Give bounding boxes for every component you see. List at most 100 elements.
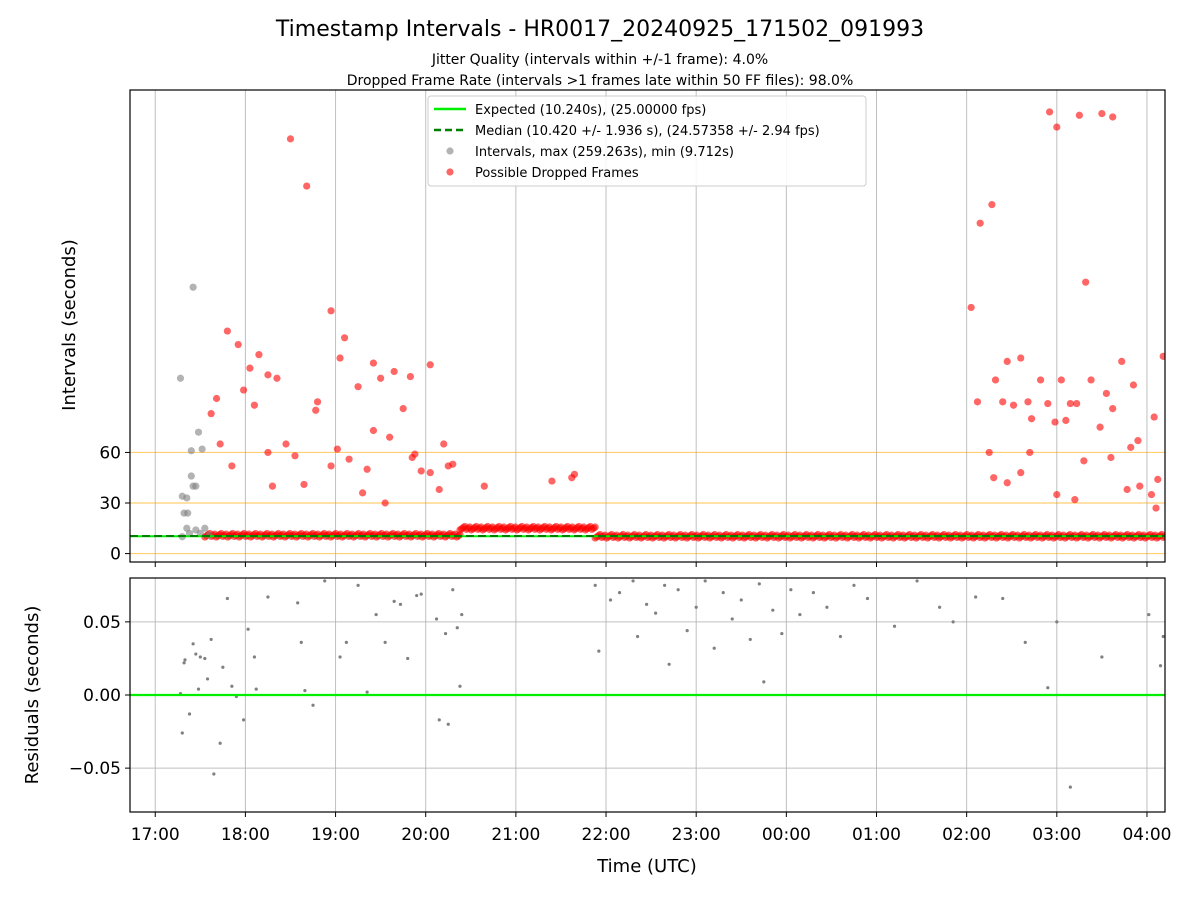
residual-point: [938, 605, 942, 609]
dropped-frame-point: [973, 398, 982, 406]
dropped-frame-point: [336, 354, 344, 362]
residual-point: [191, 642, 195, 646]
dropped-frame-point: [363, 465, 371, 473]
dropped-frame-point: [303, 182, 311, 190]
residual-point: [392, 599, 396, 604]
dropped-frame-point: [1109, 113, 1117, 121]
dropped-frame-point: [354, 383, 362, 391]
chart-title: Timestamp Intervals - HR0017_20240925_17…: [275, 17, 924, 42]
dropped-frame-point: [1024, 398, 1032, 406]
residual-point: [415, 593, 419, 598]
residual-point: [344, 640, 348, 644]
interval-point: [183, 524, 191, 532]
residual-point: [1055, 620, 1059, 624]
interval-point: [183, 494, 191, 502]
residual-point: [663, 583, 667, 587]
x-tick-label: 00:00: [762, 825, 811, 845]
dropped-frame-point: [999, 398, 1007, 406]
residual-point: [685, 629, 689, 633]
interval-point: [184, 509, 192, 517]
residual-point: [254, 687, 258, 691]
residual-point: [654, 611, 658, 615]
legend-label: Expected (10.240s), (25.00000 fps): [475, 103, 706, 118]
interval-point: [176, 374, 185, 382]
residual-point: [974, 595, 978, 599]
interval-point: [194, 428, 203, 436]
dropped-frame-point: [1102, 389, 1110, 398]
legend-label: Median (10.420 +/- 1.936 s), (24.57358 +…: [475, 124, 820, 139]
residual-point: [892, 624, 897, 628]
dropped-frame-point: [327, 307, 335, 315]
dropped-frame-point: [1127, 443, 1135, 451]
dropped-frame-point: [313, 398, 322, 406]
intervals-axes-frame: [129, 89, 1166, 563]
dropped-frame-point: [1003, 479, 1011, 487]
x-tick-label: 21:00: [491, 825, 540, 845]
residual-point: [789, 588, 793, 592]
dropped-frame-point: [1062, 416, 1070, 424]
dropped-frame-point: [369, 426, 378, 435]
dropped-frame-point: [1150, 413, 1158, 421]
dropped-frame-point: [1129, 381, 1138, 389]
dropped-frame-point: [1053, 123, 1061, 131]
residual-point: [356, 583, 360, 587]
residual-point: [221, 665, 225, 669]
dropped-frame-point: [291, 452, 299, 460]
intervals-panel: 0 30 60 Expected (10.240s), (25.00000 fps) M…: [99, 89, 1166, 567]
dropped-frame-point: [1107, 453, 1115, 462]
dropped-frame-point: [1082, 278, 1090, 286]
residual-point: [296, 601, 300, 605]
residual-point: [915, 579, 919, 583]
dropped-frame-point: [449, 460, 457, 468]
dropped-frame-point: [207, 410, 215, 418]
interval-point: [189, 283, 197, 291]
dropped-frame-point: [1134, 437, 1142, 445]
residual-point: [865, 596, 870, 601]
residual-point: [811, 591, 815, 595]
residual-point: [762, 680, 766, 684]
residual-point: [209, 637, 213, 642]
dropped-frame-point: [1152, 504, 1160, 512]
residual-point: [182, 661, 186, 665]
dropped-frame-point: [345, 455, 353, 463]
residual-point: [597, 649, 601, 653]
dropped-frame-point: [1073, 399, 1081, 408]
dropped-frame-point: [340, 334, 349, 342]
residual-point: [194, 652, 198, 656]
dropped-frame-point: [406, 372, 414, 381]
residual-point: [460, 612, 464, 617]
legend-label: Possible Dropped Frames: [475, 166, 639, 181]
residual-point: [1068, 785, 1072, 789]
residual-point: [631, 579, 635, 583]
residual-point: [212, 772, 216, 776]
residual-point: [780, 631, 784, 636]
dropped-frame-point: [1044, 399, 1052, 408]
dropped-frame-point: [548, 477, 556, 485]
residual-point: [951, 620, 955, 624]
dropped-frame-point: [426, 469, 434, 477]
dropped-frame-point: [1154, 475, 1162, 483]
dropped-frame-point: [408, 453, 416, 462]
dropped-frame-point: [333, 445, 341, 453]
chart-subtitle-dropped: Dropped Frame Rate (intervals >1 frames …: [347, 73, 854, 89]
residual-point: [419, 592, 423, 596]
x-tick-label: 23:00: [672, 825, 721, 845]
dropped-frame-point: [377, 374, 385, 382]
residual-point: [252, 655, 257, 659]
residual-point: [374, 612, 378, 617]
y-tick-label: 30: [99, 494, 121, 514]
residual-point: [406, 656, 410, 661]
interval-point: [192, 482, 200, 490]
dropped-frame-point: [359, 489, 367, 497]
residual-point: [644, 602, 649, 606]
residual-point: [1158, 664, 1163, 668]
residual-point: [299, 640, 303, 644]
residual-point: [712, 646, 716, 650]
chart-subtitle-jitter: Jitter Quality (intervals within +/-1 fr…: [431, 52, 768, 68]
dropped-frame-point: [1057, 376, 1065, 384]
residual-point: [437, 718, 441, 722]
dropped-frame-point: [1009, 401, 1018, 409]
dropped-frame-point: [570, 470, 579, 478]
residual-point: [311, 703, 315, 707]
residual-point: [187, 712, 192, 716]
